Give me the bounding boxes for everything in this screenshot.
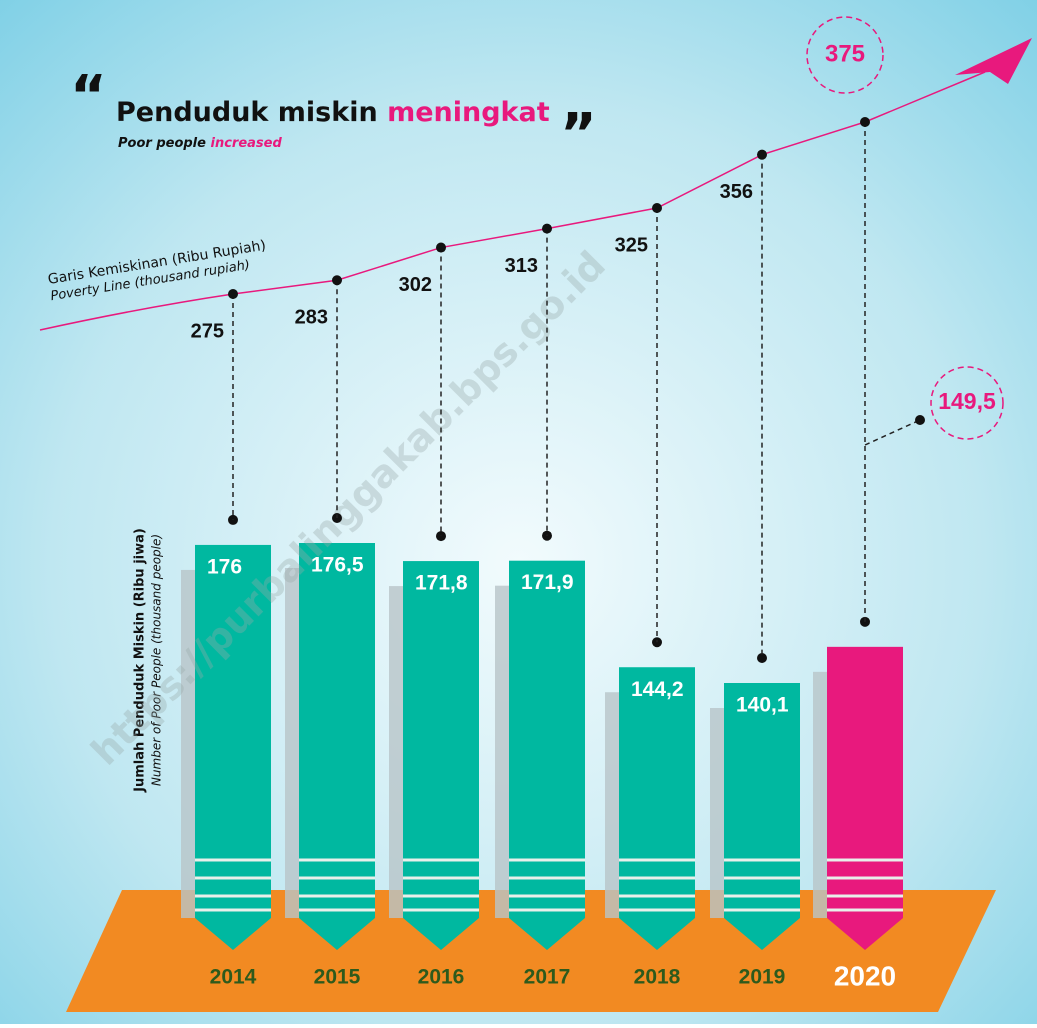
title-highlight: meningkat [387,97,550,128]
value-label: 149,5 [938,388,996,414]
x-tick-label: 2018 [634,966,681,989]
bar [509,561,585,918]
value-label: 375 [825,40,865,67]
value-label: 176,5 [311,554,364,577]
x-tick-label: 2015 [314,966,361,989]
bar-label: Jumlah Penduduk Miskin (Ribu jiwa) [133,528,148,793]
bar [403,561,479,918]
value-label: 171,9 [521,571,574,594]
x-tick-label: 2019 [739,966,786,989]
x-tick-label: 2020 [834,960,896,991]
line-point [228,289,238,299]
x-tick-label: 2017 [524,966,571,989]
line-point [860,117,870,127]
line-point [652,203,662,213]
line-point [332,275,342,285]
value-label: 171,8 [415,572,468,595]
title-main: Penduduk miskin [116,97,378,128]
connector-dot [915,415,925,425]
bar [724,683,800,918]
open-quote: “ [70,64,107,129]
value-label: 140,1 [736,694,789,717]
value-label: 302 [399,274,432,296]
subtitle-highlight: increased [211,136,283,151]
close-quote: ” [560,102,597,167]
title: Penduduk miskin meningkat [116,97,550,128]
value-label: 176 [207,555,242,578]
line-point [757,150,767,160]
bar [619,667,695,918]
subtitle-main: Poor people [118,136,206,151]
value-label: 275 [191,320,224,342]
line-point [542,224,552,234]
value-label: 313 [505,255,538,277]
x-tick-label: 2014 [210,966,257,989]
bar [299,543,375,918]
subtitle: Poor people increased [118,136,282,151]
value-label: 325 [615,234,648,256]
value-label: 356 [720,181,753,203]
x-tick-label: 2016 [418,966,465,989]
infographic: “ Penduduk miskin meningkat ” Poor peopl… [0,0,1037,1024]
line-point [436,243,446,253]
value-label: 283 [295,307,328,329]
bar-label-en: Number of Poor People (thousand people) [150,534,164,786]
value-label: 144,2 [631,678,684,701]
